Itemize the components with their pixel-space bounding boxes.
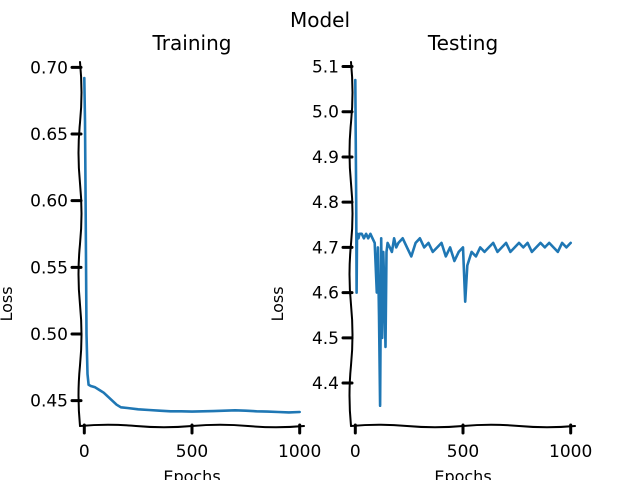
training-y-tick-label: 0.70 xyxy=(30,58,68,78)
testing-y-tick-label: 4.8 xyxy=(312,193,339,213)
testing-y-tick-label: 5.1 xyxy=(312,58,339,78)
testing-x-tick-label: 500 xyxy=(447,442,479,462)
testing-x-tick-label: 0 xyxy=(350,442,361,462)
testing-x-axis-label: Epochs xyxy=(434,467,491,480)
training-y-tick-label: 0.45 xyxy=(30,392,68,412)
testing-y-tick-label: 4.5 xyxy=(312,329,339,349)
testing-y-tick-label: 5.0 xyxy=(312,103,339,123)
training-left-spine xyxy=(77,61,83,427)
training-x-axis-label: Epochs xyxy=(163,467,220,480)
training-y-tick-label: 0.65 xyxy=(30,125,68,145)
figure-suptitle: Model xyxy=(290,8,350,32)
testing-loss-line xyxy=(353,78,573,408)
training-x-tick-label: 500 xyxy=(176,442,208,462)
testing-left-spine xyxy=(348,61,354,427)
training-y-tick-label: 0.60 xyxy=(30,192,68,212)
testing-y-tick-label: 4.4 xyxy=(312,374,339,394)
testing-x-tick-label: 1000 xyxy=(549,442,592,462)
training-y-tick-label: 0.55 xyxy=(30,258,68,278)
training-x-tick-label: 1000 xyxy=(278,442,321,462)
training-y-tick-label: 0.50 xyxy=(30,325,68,345)
testing-title: Testing xyxy=(427,31,498,55)
training-chart: 0.45 0.50 0.55 0.60 0.65 0.70 0 500 1000 Training… xyxy=(0,31,321,480)
training-x-tick-label: 0 xyxy=(79,442,90,462)
training-y-axis-label: Loss xyxy=(0,286,16,321)
training-title: Training xyxy=(152,31,232,55)
testing-y-tick-label: 4.6 xyxy=(312,284,339,304)
testing-y-axis-label: Loss xyxy=(268,286,287,321)
training-loss-line xyxy=(83,76,302,414)
testing-chart: 4.4 4.5 4.6 4.7 4.8 4.9 5.0 5.1 0 500 1000 Testing E… xyxy=(268,31,592,480)
testing-y-tick-label: 4.7 xyxy=(312,238,339,258)
testing-y-tick-label: 4.9 xyxy=(312,148,339,168)
